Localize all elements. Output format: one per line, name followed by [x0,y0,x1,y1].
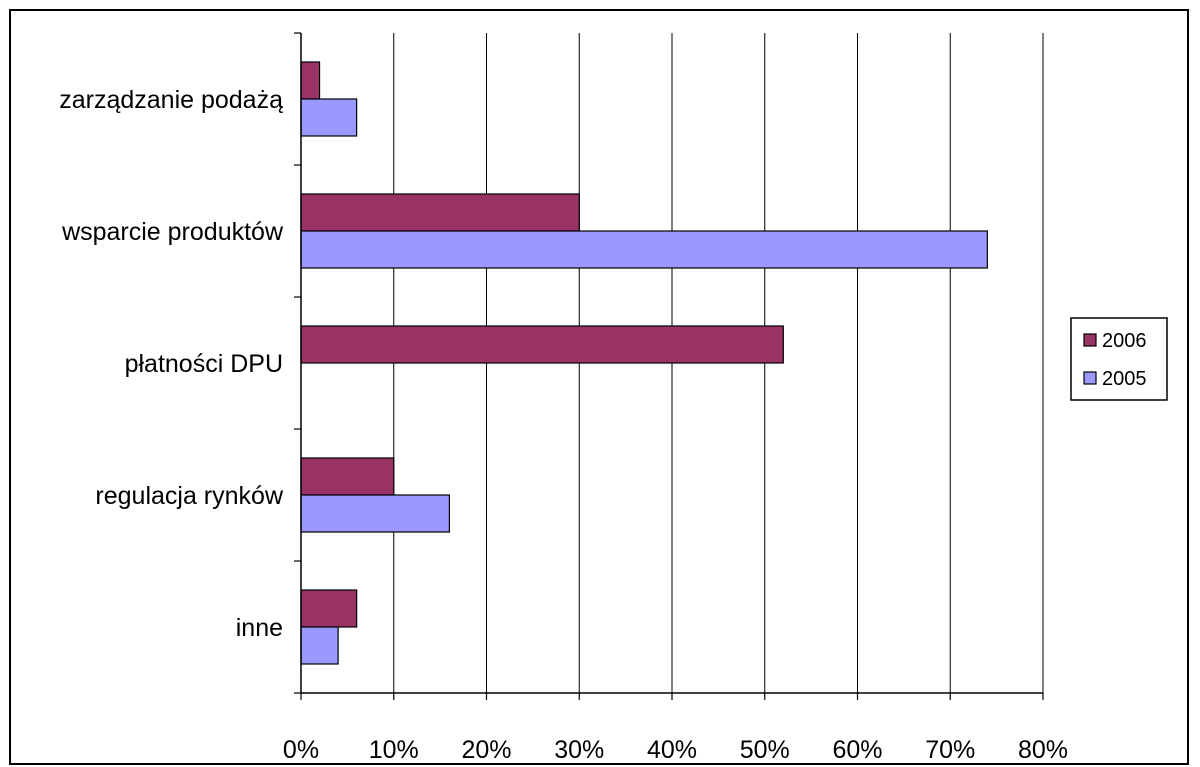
x-tick-label: 10% [369,736,419,764]
legend-swatch-2006 [1083,333,1097,347]
x-tick-label: 40% [647,736,697,764]
bar-2005-regulacja-rynkow [300,494,450,533]
legend-label-2005: 2005 [1102,368,1147,390]
bar-2005-wsparcie-produktow [300,230,988,269]
bar-2006-platnosci-dpu [300,325,784,364]
x-tick-label: 70% [925,736,975,764]
x-tick-label: 30% [554,736,604,764]
category-labels: zarządzanie podażą wsparcie produktów płat… [59,86,284,642]
category-label-platnosci-dpu: płatności DPU [125,350,283,378]
x-tick-label: 50% [740,736,790,764]
legend-label-2006: 2006 [1102,330,1147,352]
bar-2005-zarzadzanie-podaza [300,98,358,137]
legend: 2006 2005 [1070,317,1168,401]
legend-box [1070,317,1168,401]
bar-2006-regulacja-rynkow [300,457,395,496]
bar-2006-inne [300,589,358,628]
chart-frame [9,9,1189,765]
x-tick-label: 80% [1018,736,1068,764]
x-tick-label: 20% [461,736,511,764]
legend-swatch-2005 [1083,371,1097,385]
category-label-wsparcie-produktow: wsparcie produktów [61,218,284,246]
x-tick-label: 60% [832,736,882,764]
x-tick-labels: 0% 10% 20% 30% 40% 50% 60% 70% 80% [283,736,1068,764]
bar-2005-inne [300,626,339,665]
bar-2006-zarzadzanie-podaza [300,61,321,100]
category-label-regulacja-rynkow: regulacja rynków [95,482,284,510]
bar-2006-wsparcie-produktow [300,193,580,232]
category-label-zarzadzanie-podaza: zarządzanie podażą [59,86,283,114]
category-label-inne: inne [236,614,283,642]
axes [294,32,1044,700]
bars [300,61,988,665]
x-tick-label: 0% [283,736,319,764]
